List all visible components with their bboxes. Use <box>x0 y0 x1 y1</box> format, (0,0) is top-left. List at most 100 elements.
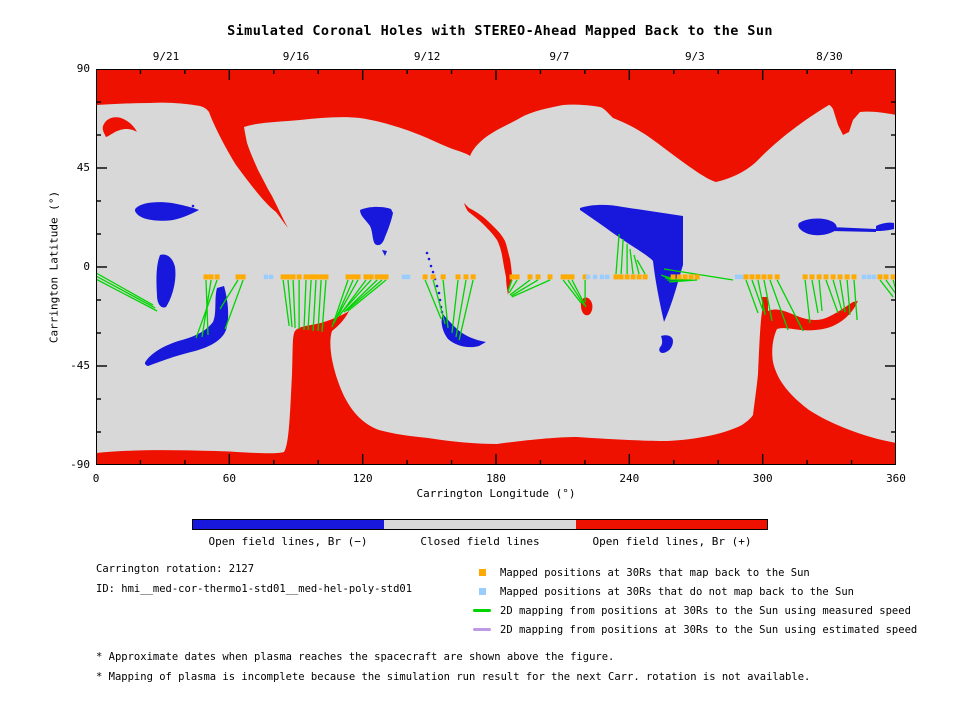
blue-speck <box>191 204 195 208</box>
region-red-streamer-lon170 <box>464 203 512 295</box>
marker-mapped <box>761 274 767 280</box>
marker-mapped <box>749 274 755 280</box>
colorbar-segment-open_negative <box>193 520 385 529</box>
marker-mapped <box>694 274 700 280</box>
marker-mapped <box>323 274 329 280</box>
marker-mapped <box>430 274 436 280</box>
mapping-line-measured <box>620 239 624 275</box>
mapping-line-measured <box>818 279 823 312</box>
x-tick-label-6: 360 <box>886 472 906 485</box>
colorbar <box>192 519 768 530</box>
marker-mapped <box>844 274 850 280</box>
marker-mapped <box>535 274 541 280</box>
mapping-line-measured <box>510 279 539 297</box>
marker-mapped <box>383 274 389 280</box>
mapping-line-measured <box>832 279 843 312</box>
mapping-line-measured <box>307 279 312 330</box>
marker-mapped <box>755 274 761 280</box>
mapping-line-measured <box>458 279 474 341</box>
legend-item-label: Mapped positions at 30Rs that do not map… <box>500 585 855 598</box>
marker-not-mapped <box>268 274 274 280</box>
marker-not-mapped <box>263 274 269 280</box>
region-red-hook-nw <box>102 117 137 137</box>
marker-mapped <box>624 274 630 280</box>
top-date-label-0: 9/21 <box>152 50 180 63</box>
mapping-line-measured <box>804 279 811 324</box>
mapping-line-measured <box>776 279 804 332</box>
top-date-label-4: 9/3 <box>684 50 705 63</box>
mapping-line-measured <box>340 279 372 314</box>
marker-mapped <box>569 274 575 280</box>
marker-mapped <box>743 274 749 280</box>
colorbar-label-2: Open field lines, Br (+) <box>592 535 752 548</box>
legend-item-label: 2D mapping from positions at 30Rs to the… <box>500 623 918 636</box>
top-date-label-2: 9/12 <box>413 50 441 63</box>
mapping-line-measured <box>507 279 513 292</box>
mapping-line-measured <box>825 279 839 314</box>
legend-swatch-shape <box>473 628 491 631</box>
y-tick-label-4: -90 <box>70 458 90 471</box>
mapping-line-measured <box>567 279 585 306</box>
marker-not-mapped <box>401 274 407 280</box>
mapping-line-measured <box>219 279 239 310</box>
region-blue-whale-lon20 <box>134 202 199 221</box>
marker-mapped <box>809 274 815 280</box>
marker-mapped <box>816 274 822 280</box>
marker-mapped <box>296 274 302 280</box>
mapping-line-measured <box>347 279 387 312</box>
x-tick-label-5: 300 <box>752 472 773 485</box>
map-svg <box>96 69 896 465</box>
mapping-line-measured <box>287 279 293 328</box>
mapping-line-measured <box>571 279 587 308</box>
footnote-0: * Approximate dates when plasma reaches … <box>96 651 615 663</box>
marker-mapped <box>670 274 676 280</box>
blue-speck <box>431 270 435 274</box>
mapping-line-measured <box>442 279 449 329</box>
mapping-line-measured <box>303 279 307 330</box>
marker-not-mapped <box>734 274 740 280</box>
marker-mapped <box>345 274 351 280</box>
mapping-line-measured <box>853 279 858 321</box>
marker-mapped <box>883 274 889 280</box>
mapping-line-measured <box>331 279 349 328</box>
marker-mapped <box>618 274 624 280</box>
legend-square-icon <box>472 588 492 595</box>
run-id-text: ID: hmi__med-cor-thermo1-std01__med-hel-… <box>96 583 413 595</box>
marker-mapped <box>440 274 446 280</box>
marker-not-mapped <box>585 274 591 280</box>
legend-item-0: Mapped positions at 30Rs that map back t… <box>472 563 917 582</box>
mapping-line-measured <box>879 279 894 298</box>
marker-mapped <box>767 274 773 280</box>
marker-mapped <box>363 274 369 280</box>
legend-item-label: 2D mapping from positions at 30Rs to the… <box>500 604 911 617</box>
mapping-line-measured <box>633 254 640 275</box>
marker-mapped <box>235 274 241 280</box>
y-tick-label-0: 90 <box>76 62 90 75</box>
marker-mapped <box>774 274 780 280</box>
mapping-line-measured <box>312 279 317 332</box>
mapping-line-measured <box>451 279 459 334</box>
mapping-line-measured <box>763 279 773 322</box>
marker-mapped <box>280 274 286 280</box>
marker-mapped <box>676 274 682 280</box>
marker-mapped <box>455 274 461 280</box>
marker-mapped <box>350 274 356 280</box>
x-tick-label-2: 120 <box>352 472 373 485</box>
region-south-polar-cap-with-trunks <box>96 297 896 465</box>
region-blue-crescent-lon255 <box>659 335 673 353</box>
legend-item-label: Mapped positions at 30Rs that map back t… <box>500 566 810 579</box>
mapping-line-measured <box>96 272 154 306</box>
marker-not-mapped <box>866 274 872 280</box>
marker-mapped <box>890 274 896 280</box>
marker-not-mapped <box>604 274 610 280</box>
footnote-1: * Mapping of plasma is incomplete becaus… <box>96 671 811 683</box>
marker-not-mapped <box>871 274 877 280</box>
mapping-line-measured <box>321 279 327 332</box>
blue-speck <box>427 257 431 261</box>
mapping-line-measured <box>885 279 896 295</box>
blue-speck <box>435 284 439 288</box>
mapping-line-measured <box>811 279 819 314</box>
mapping-line-measured <box>432 279 446 325</box>
marker-mapped <box>355 274 361 280</box>
